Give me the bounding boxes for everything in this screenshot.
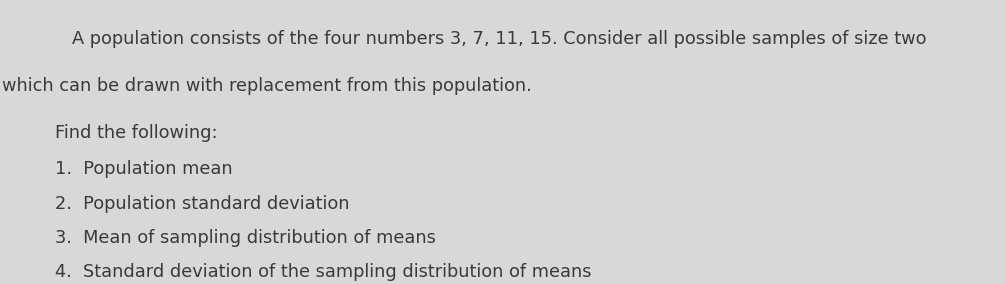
Text: 1.  Population mean: 1. Population mean (55, 160, 233, 178)
Text: A population consists of the four numbers 3, 7, 11, 15. Consider all possible sa: A population consists of the four number… (72, 30, 927, 48)
Text: 2.  Population standard deviation: 2. Population standard deviation (55, 195, 350, 212)
Text: 4.  Standard deviation of the sampling distribution of means: 4. Standard deviation of the sampling di… (55, 263, 592, 281)
Text: which can be drawn with replacement from this population.: which can be drawn with replacement from… (2, 77, 532, 95)
Text: 3.  Mean of sampling distribution of means: 3. Mean of sampling distribution of mean… (55, 229, 436, 247)
Text: Find the following:: Find the following: (55, 124, 218, 141)
